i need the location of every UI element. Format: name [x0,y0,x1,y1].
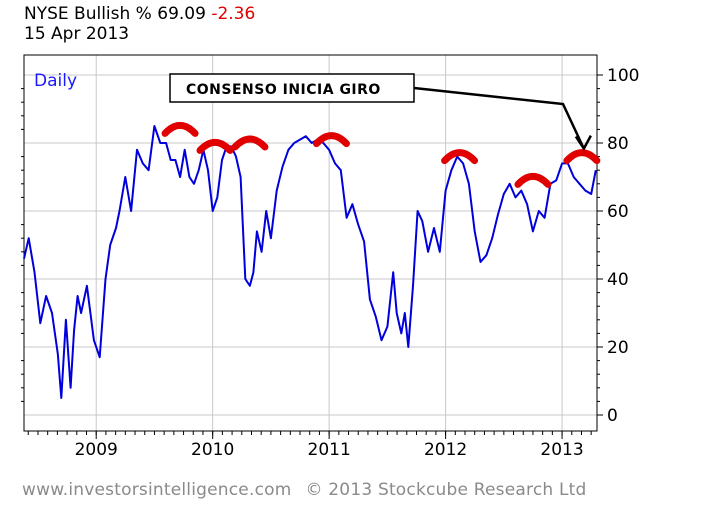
annotation-text: CONSENSO INICIA GIRO [186,82,381,98]
footer-site: www.investorsintelligence.com [22,480,292,500]
chart-date: 15 Apr 2013 [24,24,130,44]
indicator-name: NYSE Bullish % [24,4,152,24]
x-tick-label: 2010 [191,440,234,460]
period-label: Daily [34,71,77,91]
title-line: NYSE Bullish % 69.09 -2.36 [24,4,255,24]
y-tick-label: 0 [607,406,618,426]
x-tick-label: 2012 [424,440,467,460]
chart-canvas: 0 20 40 60 80 100 2009 2010 2011 2012 2013 CONSENS… [21,54,639,460]
footer-copyright: © 2013 Stockcube Research Ltd [305,480,587,500]
peak-highlight [563,149,601,165]
x-tick-label: 2011 [308,440,351,460]
y-tick-label: 60 [607,202,629,222]
chart-header: NYSE Bullish % 69.09 -2.36 15 Apr 2013 [24,4,255,44]
y-tick-label: 40 [607,270,629,290]
chart-axes: 0 20 40 60 80 100 2009 2010 2011 2012 2013 [21,66,639,460]
peak-highlight [196,138,234,154]
series-line-0 [23,125,597,399]
chart-annotation: CONSENSO INICIA GIRO [169,73,592,152]
peak-highlight [441,149,479,165]
annotation-box [169,73,415,103]
x-tick-label: 2013 [540,440,583,460]
chart-series [23,125,597,399]
peak-highlight [161,121,199,137]
chart-frame [23,54,598,432]
y-tick-label: 100 [607,66,639,86]
y-tick-label: 20 [607,338,629,358]
chart-peak-highlights [161,121,601,188]
peak-highlight [312,132,350,148]
indicator-value: 69.09 [157,4,206,24]
x-tick-label: 2009 [75,440,118,460]
peak-highlight [514,172,552,188]
peak-highlight [231,135,269,151]
chart-footer: www.investorsintelligence.com © 2013 Stoc… [22,480,587,500]
annotation-arrowhead [574,135,592,152]
y-tick-label: 80 [607,134,629,154]
indicator-change: -2.36 [211,4,256,24]
annotation-arrow [413,86,585,150]
